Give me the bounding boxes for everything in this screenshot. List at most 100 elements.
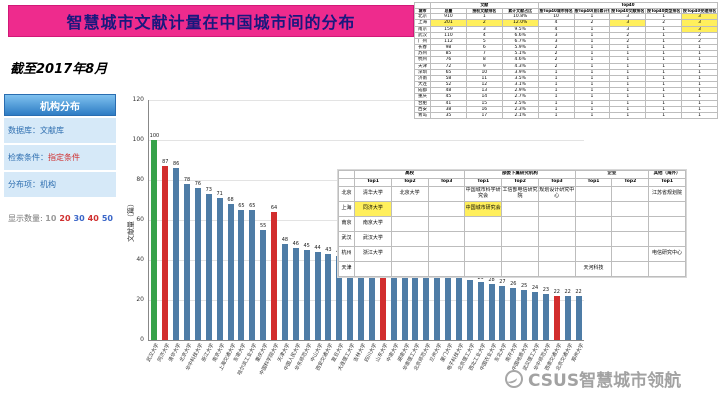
bar-rect <box>347 258 354 340</box>
bar: 64 <box>269 100 280 340</box>
sidebar-item-value: 机构 <box>40 180 56 189</box>
sidebar-item-label: 检索条件： <box>8 153 48 162</box>
table-cell: 17 <box>465 111 503 120</box>
row-header-cell: 青岛 <box>414 111 431 120</box>
bar-value-label: 55 <box>260 223 267 229</box>
display-count-option[interactable]: 40 <box>87 214 99 223</box>
bar-rect <box>303 250 310 340</box>
table-cell <box>648 260 686 277</box>
bar-rect <box>434 272 441 340</box>
bar: 26 <box>508 100 519 340</box>
bar-value-label: 23 <box>542 287 550 293</box>
bar-rect <box>532 292 539 340</box>
table-cell: 武汉大学 <box>354 230 392 247</box>
table-cell <box>537 215 576 232</box>
bar: 44 <box>312 100 323 340</box>
x-tick: 四川大学 <box>364 342 379 402</box>
x-tick: 华东师范大学 <box>294 342 313 402</box>
row-header-cell: 天津 <box>414 62 431 70</box>
bar-value-label: 28 <box>488 277 495 283</box>
bar-rect <box>260 230 267 340</box>
bar-rect <box>249 210 256 340</box>
row-header-cell: 武汉 <box>414 31 431 39</box>
table-cell: 1 <box>681 56 718 64</box>
bar: 48 <box>280 100 291 340</box>
table-group-header <box>414 2 431 9</box>
bar: 55 <box>258 100 269 340</box>
x-tick: 浙江大学 <box>201 342 216 402</box>
table-cell <box>390 230 429 247</box>
bar: 100 <box>149 100 160 340</box>
bar-value-label: 65 <box>238 203 245 209</box>
table-cell: 工信部电信研究院 <box>501 185 539 202</box>
sidebar-item[interactable]: 分布项：机构 <box>4 172 116 197</box>
table-cell <box>537 200 576 217</box>
y-tick-label: 20 <box>136 295 144 303</box>
sidebar-item-value: 指定条件 <box>48 153 80 162</box>
table-cell: 35 <box>430 111 467 120</box>
table-cell: 1 <box>681 44 718 52</box>
bar-rect <box>216 198 223 340</box>
sidebar-item-value: 文献库 <box>40 126 64 135</box>
row-header-cell: 成都 <box>414 87 431 95</box>
table-cell: 规划设计研究中心 <box>537 185 576 202</box>
table-cell <box>464 215 503 232</box>
table-cell <box>574 185 613 202</box>
bar-rect <box>238 210 245 340</box>
row-header-cell: 大连 <box>414 81 431 89</box>
bar-value-label: 46 <box>292 241 299 247</box>
table-cell <box>501 260 539 277</box>
table-row: 重庆 45 14 2.7% 1 1 1 1 1 <box>414 93 718 101</box>
table-cell <box>427 215 466 232</box>
row-header-cell: 合肥 <box>414 99 431 107</box>
x-tick: 中南大学 <box>385 342 400 402</box>
table-cell <box>464 230 503 247</box>
x-tick: 北京理工大学 <box>457 342 476 402</box>
table-group-header: 高校 <box>353 170 466 179</box>
table-cell <box>354 260 392 277</box>
table-cell: 3 <box>681 19 718 27</box>
table-cell: 1 <box>681 111 718 120</box>
table-row: 上海 同济大学 中国城市研究会 <box>338 200 686 217</box>
table-row: 深圳 65 10 3.9% 1 1 1 1 1 <box>414 68 718 76</box>
bar-value-label: 78 <box>183 177 191 183</box>
table-cell <box>390 215 429 232</box>
bar-value-label: 25 <box>521 283 528 289</box>
display-count-option[interactable]: 20 <box>59 214 71 223</box>
table-cell: 1 <box>681 93 718 101</box>
bar-rect <box>379 260 386 340</box>
table-column-header: Top1 <box>574 177 613 187</box>
table-column-header: 按Top40(前)累计排名 <box>573 7 611 15</box>
sidebar-item[interactable]: 检索条件：指定条件 <box>4 145 116 170</box>
sidebar-items: 数据库：文献库 检索条件：指定条件 分布项：机构 <box>4 118 116 197</box>
row-header-cell: 重庆 <box>414 93 431 101</box>
display-count-option[interactable]: 10 <box>45 214 57 223</box>
x-tick: 湖南大学 <box>396 342 411 402</box>
bar: 76 <box>193 100 204 340</box>
table-group-header: 其他（海外） <box>648 170 686 179</box>
table-cell <box>390 200 429 217</box>
row-header-cell: 南京 <box>338 215 355 232</box>
x-tick: 中国科学院大学 <box>259 342 281 402</box>
display-count-option[interactable]: 50 <box>101 214 113 223</box>
x-tick: 同济大学 <box>157 342 172 402</box>
bar: 29 <box>475 100 486 340</box>
table-cell: 北京大学 <box>390 185 429 202</box>
table-cell <box>464 245 503 262</box>
bar-value-label: 45 <box>303 243 310 249</box>
table-group-header: 企业 <box>574 170 650 179</box>
bar: 43 <box>323 100 334 340</box>
table-column-header: 按Top40类型排名 <box>645 7 683 15</box>
display-count-option[interactable]: 30 <box>73 214 85 223</box>
table-column-header: Top1 <box>648 177 686 187</box>
bar-value-label: 48 <box>281 237 289 243</box>
table-cell: 1 <box>681 62 718 70</box>
table-cell <box>390 260 429 277</box>
bar-rect <box>184 184 191 340</box>
sidebar-item[interactable]: 数据库：文献库 <box>4 118 116 143</box>
row-header-cell: 上海 <box>414 19 431 27</box>
table-cell: 电信研究中心 <box>648 245 686 262</box>
table-cell <box>611 200 650 217</box>
bar-value-label: 73 <box>205 187 212 193</box>
table-cell: 1 <box>681 99 718 107</box>
